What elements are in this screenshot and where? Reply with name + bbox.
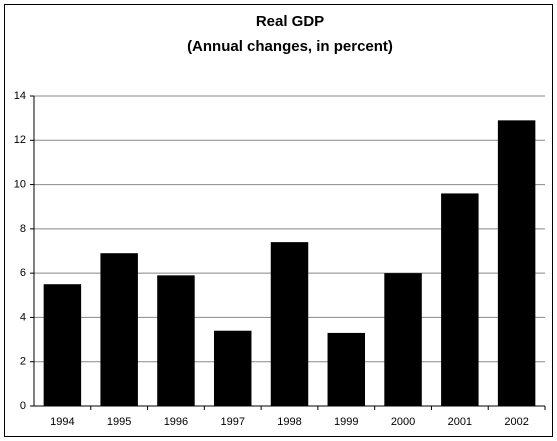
y-tick-label: 0 [20,400,26,412]
chart-subtitle: (Annual changes, in percent) [187,38,393,55]
bar [270,242,309,406]
x-tick-label: 1996 [164,416,188,428]
bar [327,332,366,406]
bar [497,120,536,406]
chart-title: Real GDP [256,13,324,30]
bar [441,193,479,406]
x-tick-label: 2002 [504,416,528,428]
bar [384,273,422,406]
x-tick-label: 2000 [391,416,415,428]
bar [100,253,138,406]
y-tick-label: 8 [20,223,26,235]
x-tick-label: 1995 [107,416,131,428]
y-tick-label: 4 [20,311,26,323]
bar [43,284,82,406]
x-tick-label: 1998 [277,416,301,428]
x-tick-label: 1999 [334,416,358,428]
bar [213,330,252,406]
y-tick-label: 12 [14,134,26,146]
bar [157,275,195,406]
y-tick-label: 14 [14,90,26,102]
x-tick-label: 1997 [220,416,244,428]
y-tick-label: 6 [20,267,26,279]
y-tick-label: 10 [14,178,26,190]
y-tick-label: 2 [20,356,26,368]
x-tick-label: 1994 [50,416,74,428]
x-tick-label: 2001 [448,416,472,428]
